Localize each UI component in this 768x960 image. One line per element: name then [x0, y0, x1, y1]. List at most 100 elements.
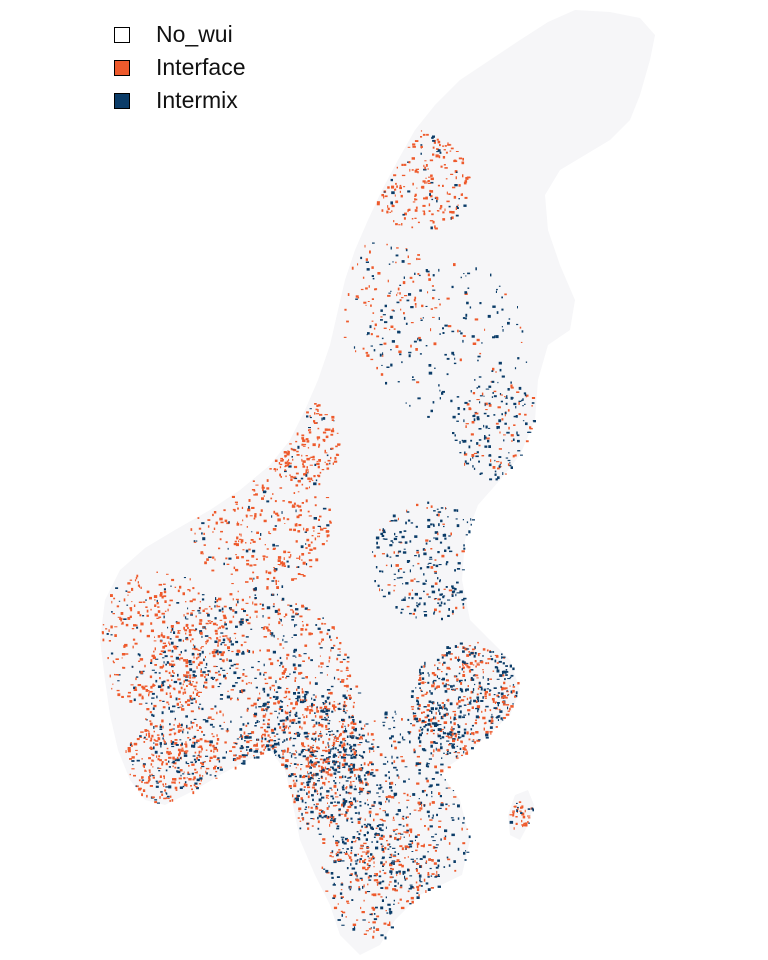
wui-pixel — [454, 688, 456, 691]
wui-pixel — [399, 284, 402, 286]
wui-pixel — [461, 668, 463, 671]
wui-pixel — [448, 193, 451, 195]
wui-pixel — [129, 743, 133, 747]
wui-pixel — [351, 867, 356, 870]
wui-pixel — [180, 744, 183, 747]
wui-pixel — [498, 660, 502, 663]
wui-pixel — [378, 787, 382, 790]
wui-pixel — [457, 697, 459, 701]
wui-pixel — [415, 849, 418, 852]
wui-pixel — [427, 876, 430, 878]
wui-pixel — [407, 868, 410, 872]
wui-pixel — [170, 752, 172, 755]
wui-pixel — [420, 144, 423, 146]
wui-pixel — [345, 780, 349, 782]
wui-pixel — [184, 751, 188, 754]
wui-pixel — [159, 699, 162, 702]
wui-pixel — [305, 469, 309, 471]
wui-pixel — [179, 706, 183, 708]
wui-pixel — [245, 682, 248, 685]
wui-pixel — [333, 801, 336, 803]
wui-pixel — [478, 685, 481, 687]
wui-pixel — [131, 628, 135, 630]
wui-pixel — [301, 742, 304, 745]
wui-pixel — [430, 174, 433, 177]
wui-pixel — [450, 147, 454, 150]
wui-pixel — [453, 509, 457, 512]
wui-pixel — [393, 537, 398, 541]
wui-pixel — [387, 760, 389, 763]
wui-pixel — [184, 679, 189, 682]
wui-pixel — [224, 623, 227, 626]
wui-pixel — [204, 561, 207, 565]
wui-pixel — [370, 826, 373, 830]
wui-pixel — [450, 728, 454, 731]
wui-pixel — [443, 837, 447, 840]
wui-pixel — [451, 590, 455, 594]
wui-pixel — [354, 727, 357, 731]
wui-pixel — [307, 748, 310, 752]
wui-pixel — [501, 719, 504, 721]
wui-pixel — [152, 683, 154, 686]
wui-pixel — [283, 517, 285, 520]
wui-pixel — [172, 670, 174, 673]
wui-pixel — [366, 831, 369, 835]
wui-pixel — [253, 490, 256, 492]
wui-pixel — [300, 797, 303, 800]
wui-pixel — [246, 748, 248, 751]
wui-pixel — [355, 862, 358, 865]
wui-pixel — [301, 434, 305, 437]
wui-pixel — [437, 551, 440, 554]
wui-pixel — [297, 566, 300, 568]
wui-pixel — [469, 661, 473, 665]
wui-pixel — [388, 292, 391, 294]
wui-pixel — [415, 525, 418, 528]
wui-pixel — [435, 866, 439, 869]
wui-pixel — [295, 608, 299, 611]
wui-pixel — [307, 470, 309, 473]
wui-pixel — [498, 285, 501, 287]
wui-pixel — [182, 592, 185, 596]
wui-pixel — [490, 721, 493, 724]
wui-pixel — [389, 329, 391, 331]
wui-pixel — [354, 729, 357, 732]
wui-pixel — [384, 538, 388, 540]
wui-pixel — [476, 338, 480, 342]
wui-pixel — [281, 729, 285, 732]
wui-pixel — [463, 728, 467, 731]
wui-pixel — [278, 621, 281, 625]
wui-pixel — [454, 569, 456, 572]
wui-pixel — [286, 460, 289, 462]
wui-pixel — [386, 840, 388, 842]
wui-pixel — [393, 174, 397, 177]
wui-pixel — [303, 465, 305, 467]
wui-pixel — [484, 695, 487, 698]
wui-pixel — [351, 726, 355, 730]
wui-pixel — [401, 907, 405, 909]
wui-pixel — [141, 779, 145, 781]
wui-pixel — [234, 759, 237, 762]
wui-pixel — [205, 674, 209, 676]
wui-pixel — [189, 738, 192, 741]
wui-pixel — [210, 743, 212, 747]
wui-pixel — [383, 191, 386, 193]
wui-pixel — [398, 224, 401, 226]
wui-pixel — [375, 536, 380, 540]
wui-pixel — [209, 740, 213, 744]
wui-pixel — [330, 433, 334, 436]
wui-pixel — [444, 353, 447, 356]
wui-pixel — [240, 541, 243, 544]
wui-pixel — [388, 771, 390, 773]
wui-pixel — [397, 287, 400, 291]
wui-pixel — [434, 367, 436, 369]
wui-pixel — [142, 601, 146, 603]
wui-pixel — [474, 660, 477, 663]
wui-pixel — [479, 302, 482, 305]
wui-pixel — [107, 657, 109, 660]
wui-pixel — [364, 818, 366, 821]
wui-pixel — [295, 472, 299, 475]
wui-pixel — [508, 318, 511, 320]
wui-pixel — [139, 670, 141, 673]
wui-pixel — [307, 472, 309, 474]
wui-pixel — [198, 706, 200, 710]
